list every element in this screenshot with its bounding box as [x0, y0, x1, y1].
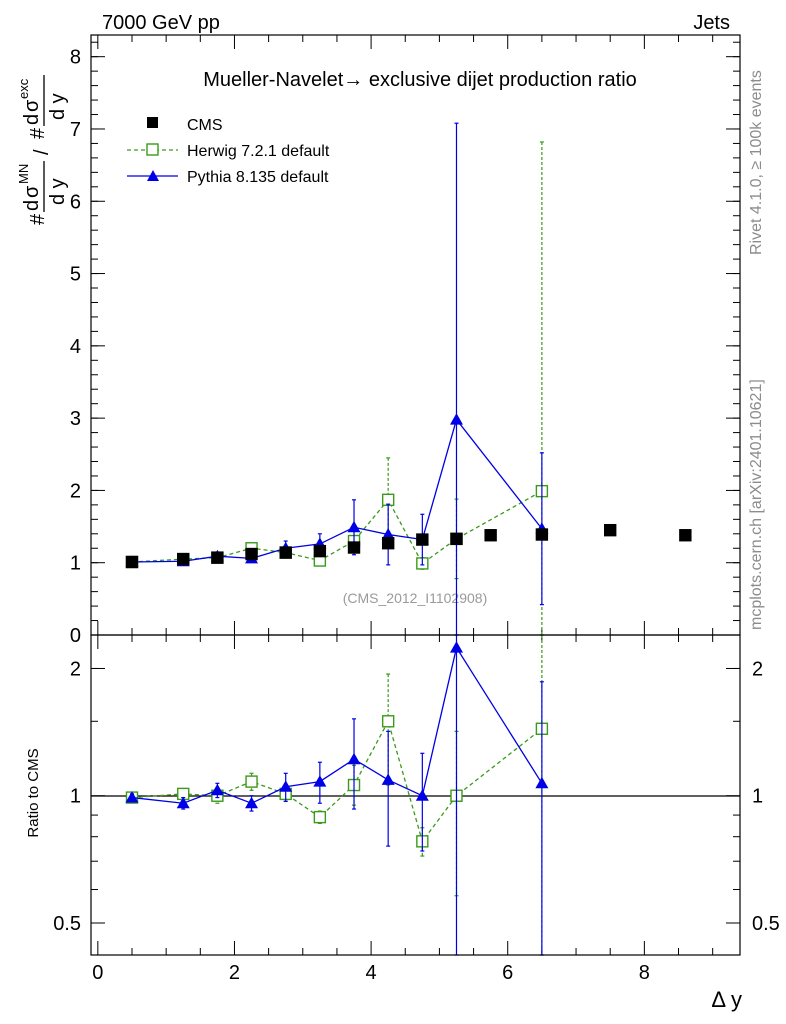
main-y-tick-label: 4: [70, 336, 81, 358]
cms-point: [279, 546, 292, 559]
pythia-point: [347, 520, 361, 533]
pythia-ratio-point: [535, 776, 549, 789]
cms-point: [381, 536, 395, 550]
main-y-tick-label: 2: [70, 480, 81, 502]
cms-point: [125, 555, 139, 569]
cms-point: [450, 532, 463, 546]
x-axis-label: Δ y: [711, 987, 742, 1012]
legend-pythia-marker: [147, 170, 159, 181]
main-data-series: [125, 122, 692, 636]
x-tick-label: 0: [92, 962, 103, 984]
y-label-hash-2: #: [27, 127, 49, 139]
pythia-ratio-point: [279, 780, 293, 792]
main-panel-title: Mueller-Navelet→ exclusive dijet product…: [203, 69, 637, 91]
pythia-ratio-point: [176, 796, 190, 809]
y-label-hash-1: #: [27, 213, 49, 225]
legend: CMS Herwig 7.2.1 default Pythia 8.135 de…: [127, 117, 330, 186]
header-energy-label: 7000 GeV pp: [102, 12, 220, 34]
legend-herwig-marker: [146, 143, 159, 156]
y-label-sigma-2: σ: [21, 99, 43, 112]
main-y-tick-label: 5: [70, 264, 81, 286]
x-tick-label: 2: [229, 962, 240, 984]
pythia-ratio-point: [245, 796, 259, 809]
herwig-ratio-point: [313, 810, 327, 824]
main-panel: 0 1 2 3 4 5 6 7 8 Mueller-Navelet→ exclusive dij…: [16, 35, 740, 647]
mcplots-label: mcplots.cern.ch [arXiv:2401.10621]: [748, 379, 765, 630]
legend-cms-marker: [147, 117, 158, 128]
main-y-tick-label: 1: [70, 553, 81, 575]
cms-point: [313, 544, 327, 558]
main-y-ticks: 0 1 2 3 4 5 6 7 8: [70, 41, 740, 647]
ratio-x-ticks: 0 2 4 6 8: [92, 635, 714, 984]
main-y-tick-label: 0: [70, 625, 81, 647]
header-category-label: Jets: [693, 12, 730, 34]
ratio-y-tick-label-right: 0.5: [752, 913, 780, 935]
pythia-ratio-point: [381, 773, 395, 785]
ratio-y-axis-label: Ratio to CMS: [25, 748, 42, 837]
x-tick-label: 4: [366, 962, 377, 984]
y-label-dy-2: d y: [47, 93, 69, 120]
main-y-tick-label: 6: [70, 191, 81, 213]
cms-point: [535, 528, 549, 541]
herwig-ratio-point: [245, 775, 258, 788]
ratio-panel: 0.5 0.5 1 1 2 2 0 2 4 6 8 Ratio to CMS Δ y: [25, 634, 780, 1012]
pythia-line: [131, 418, 543, 563]
main-y-tick-label: 8: [70, 47, 81, 69]
ratio-panel-frame: [90, 634, 741, 956]
pythia-ratio-line: [131, 645, 543, 804]
ratio-y-tick-label: 2: [70, 658, 81, 680]
ratio-y-tick-label: 0.5: [53, 913, 81, 935]
main-y-tick-label: 3: [70, 408, 81, 430]
pythia-ratio-point: [415, 789, 429, 801]
cms-point: [177, 552, 190, 566]
y-label-slash: /: [31, 149, 53, 155]
ratio-y-tick-label-right: 2: [752, 658, 763, 680]
main-y-tick-label: 7: [70, 119, 81, 141]
cms-point: [347, 541, 361, 554]
x-tick-label: 6: [502, 962, 513, 984]
main-x-ticks: [97, 35, 714, 635]
cms-point: [211, 551, 224, 564]
x-tick-label: 8: [639, 962, 650, 984]
herwig-ratio-line: [131, 719, 543, 843]
pythia-ratio-point: [347, 752, 361, 765]
y-label-d-num-2: d: [21, 114, 43, 125]
cms-point: [604, 523, 617, 537]
pythia-point: [449, 413, 463, 425]
legend-herwig-label: Herwig 7.2.1 default: [187, 143, 330, 160]
rivet-version-label: Rivet 4.1.0, ≥ 100k events: [748, 70, 765, 255]
legend-pythia-label: Pythia 8.135 default: [187, 169, 329, 186]
ratio-data-series: [125, 634, 549, 956]
herwig-ratio-point: [381, 715, 395, 728]
cms-point: [416, 533, 429, 546]
ratio-y-ticks: 0.5 0.5 1 1 2 2: [53, 658, 780, 935]
pythia-ratio-point: [210, 783, 224, 796]
cms-point: [245, 547, 258, 561]
ratio-y-tick-label-right: 1: [752, 786, 763, 808]
legend-cms-label: CMS: [187, 117, 223, 134]
analysis-watermark: (CMS_2012_I1102908): [343, 590, 488, 606]
ratio-y-tick-label: 1: [70, 786, 81, 808]
main-y-axis-label: # d σ MN d y / # d σ exc d y: [16, 75, 69, 225]
cms-point: [484, 529, 497, 542]
y-label-exc: exc: [16, 78, 31, 99]
pythia-point: [381, 528, 395, 540]
pythia-ratio-point: [125, 791, 139, 803]
y-label-mn: MN: [16, 164, 31, 184]
pythia-ratio-point: [449, 641, 463, 653]
y-label-dy-1: d y: [47, 178, 69, 205]
pythia-ratio-point: [313, 775, 327, 787]
herwig-line: [131, 490, 543, 565]
y-label-d-num-1: d: [21, 200, 43, 211]
cms-point: [679, 529, 692, 542]
y-label-sigma-1: σ: [21, 185, 43, 198]
